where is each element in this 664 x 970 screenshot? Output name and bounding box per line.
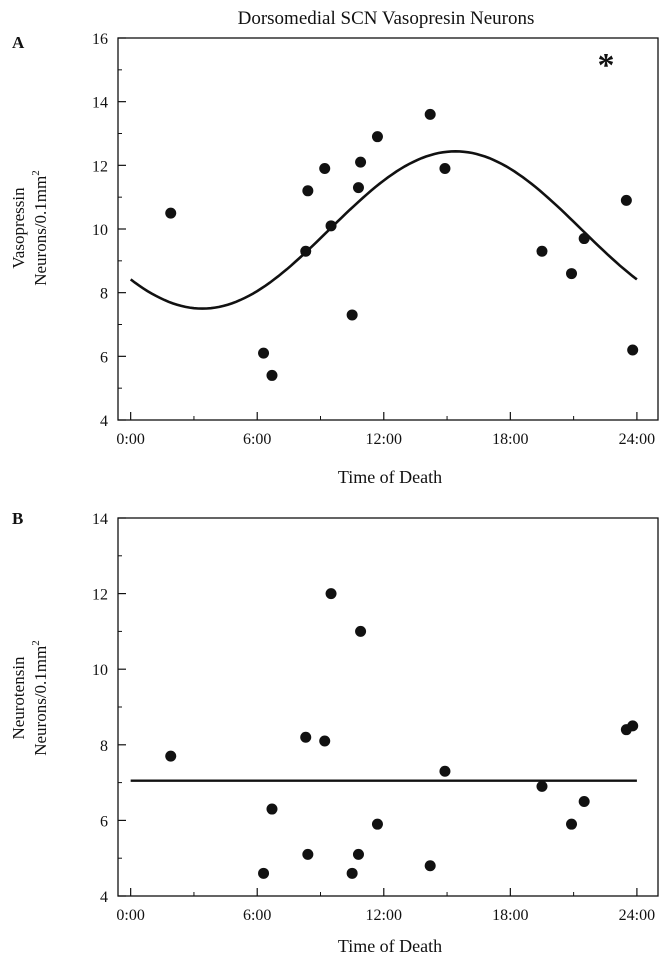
panel-a-data-point	[536, 245, 548, 257]
panel-a-data-point	[258, 347, 270, 359]
panel-a-data-point	[424, 108, 436, 120]
panel-a-data-point	[620, 194, 632, 206]
panel-b-data-point	[566, 818, 578, 830]
panel-b-y-tick-label: 14	[92, 511, 108, 528]
panel-a-ylabel-line1: Vasopressin	[9, 187, 28, 269]
panel-b-data-point	[578, 796, 590, 807]
panel-b-data-point	[355, 625, 367, 637]
panel-b-data-point	[536, 780, 548, 792]
panel-a-data-point	[627, 344, 639, 356]
panel-b-plot-frame	[117, 517, 659, 897]
panel-b-label: B	[12, 509, 23, 528]
panel-b-y-tick-label: 10	[92, 662, 108, 679]
panel-a-y-tick-label: 4	[100, 413, 108, 430]
panel-b-plot: 4 6 8 10 12 14 0:00 6:00 12:00 18:00 24:00	[92, 511, 659, 924]
panel-b-x-tick-label: 12:00	[366, 907, 402, 924]
panel-a-data-point	[266, 369, 278, 381]
panel-a-x-tick-label: 0:00	[116, 431, 144, 448]
panel-b-x-tick-label: 6:00	[243, 907, 271, 924]
panel-a-x-tick-label: 12:00	[366, 431, 402, 448]
panel-a-y-tick-label: 10	[92, 222, 108, 239]
figure-title: Dorsomedial SCN Vasopresin Neurons	[238, 8, 535, 29]
panel-a-y-tick-label: 16	[92, 31, 108, 48]
panel-b-ylabel-line1: Neurotensin	[9, 656, 28, 740]
panel-a: A Vasopressin Neurons/0.1mm2 4 6 8 10 12 14 16…	[9, 31, 659, 487]
panel-b-xlabel: Time of Death	[338, 936, 442, 956]
panel-b-y-tick-label: 6	[100, 813, 108, 830]
panel-a-data-point	[165, 207, 177, 219]
panel-a-x-tick-label: 18:00	[492, 431, 528, 448]
panel-a-ylabel-line2: Neurons/0.1mm2	[30, 170, 50, 286]
panel-b-ylabel: Neurotensin Neurons/0.1mm2	[9, 640, 50, 756]
panel-b-x-tick-label: 0:00	[116, 907, 144, 924]
panel-a-y-tick-label: 6	[100, 349, 108, 366]
panel-b-ylabel-line2: Neurons/0.1mm2	[30, 640, 50, 756]
panel-b-data-point	[165, 750, 177, 762]
panel-b-data-point	[266, 803, 278, 815]
panel-b-data-point	[325, 588, 337, 600]
panel-a-y-tick-label: 8	[100, 286, 108, 303]
panel-a-data-point	[300, 245, 312, 257]
panel-a-data-point	[346, 309, 358, 321]
panel-a-data-point	[578, 233, 590, 245]
panel-a-plot: 4 6 8 10 12 14 16 0:00 6:00 12:00 18:00 24:00	[92, 31, 659, 448]
panel-a-data-point	[352, 182, 364, 194]
panel-b-y-tick-label: 12	[92, 587, 108, 604]
panel-a-data-point	[371, 131, 383, 143]
panel-a-data-point	[355, 156, 367, 168]
panel-a-y-tick-label: 12	[92, 158, 108, 175]
panel-b-data-point	[439, 765, 451, 777]
panel-a-cosinor-fit-line	[129, 149, 638, 310]
panel-b-data-point	[424, 860, 436, 872]
panel-b-data-point	[627, 720, 639, 732]
panel-a-x-tick-label: 6:00	[243, 431, 271, 448]
panel-a-x-tick-label: 24:00	[619, 431, 655, 448]
panel-b-data-point	[302, 848, 314, 860]
panel-b-y-tick-label: 4	[100, 889, 108, 906]
panel-a-y-tick-label: 14	[92, 95, 108, 112]
panel-b-data-point	[371, 818, 383, 830]
panel-b-x-tick-label: 24:00	[619, 907, 655, 924]
panel-a-data-point	[439, 163, 451, 175]
significance-asterisk: *	[598, 47, 615, 84]
panel-b-data-point	[352, 848, 364, 860]
panel-a-data-point	[319, 163, 331, 175]
panel-a-plot-frame	[117, 37, 659, 421]
panel-b-y-tick-label: 8	[100, 738, 108, 755]
panel-b: B Neurotensin Neurons/0.1mm2 4 6 8 10 12 14 0:…	[9, 509, 659, 956]
panel-a-data-point	[325, 220, 337, 232]
panel-b-data-point	[258, 867, 270, 879]
panel-a-data-point	[566, 268, 578, 280]
panel-b-data-point	[319, 735, 331, 747]
panel-a-ylabel: Vasopressin Neurons/0.1mm2	[9, 170, 50, 286]
panel-a-data-point	[302, 185, 314, 197]
panel-a-xlabel: Time of Death	[338, 467, 442, 487]
panel-b-data-point	[300, 731, 312, 743]
panel-a-label: A	[12, 33, 25, 52]
panel-b-data-point	[346, 867, 358, 879]
panel-b-x-tick-label: 18:00	[492, 907, 528, 924]
